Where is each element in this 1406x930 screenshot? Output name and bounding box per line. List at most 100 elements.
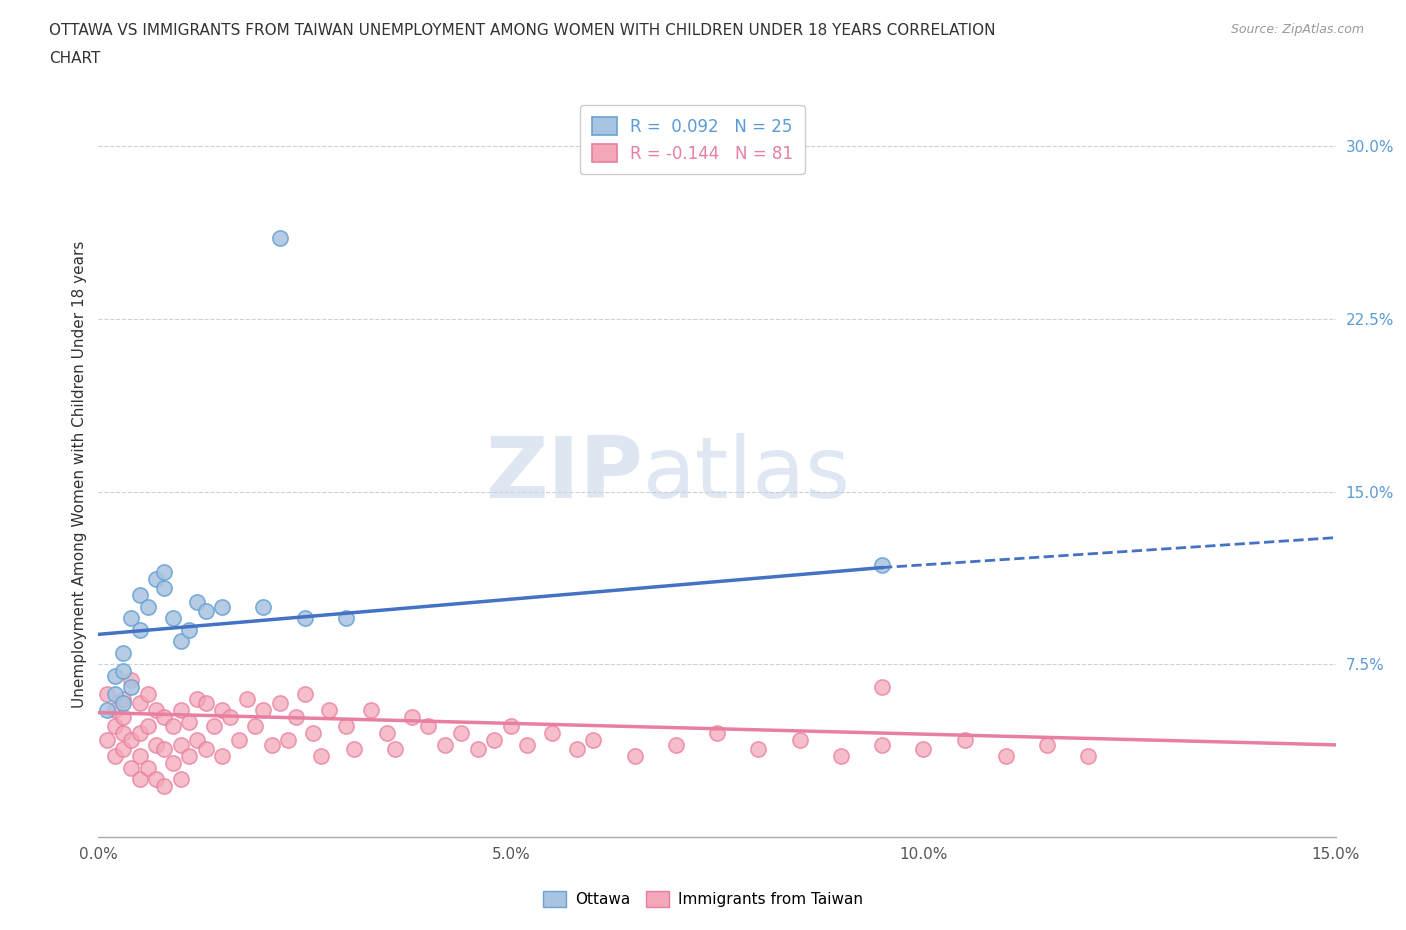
Point	[219, 710, 242, 724]
Point	[112, 742, 135, 757]
Point	[228, 733, 250, 748]
Point	[120, 680, 142, 695]
Point	[665, 737, 688, 752]
Point	[186, 733, 208, 748]
Point	[277, 733, 299, 748]
Point	[202, 719, 225, 734]
Point	[112, 726, 135, 741]
Point	[136, 719, 159, 734]
Point	[623, 749, 645, 764]
Point	[211, 599, 233, 614]
Point	[401, 710, 423, 724]
Point	[418, 719, 440, 734]
Point	[145, 572, 167, 587]
Text: Source: ZipAtlas.com: Source: ZipAtlas.com	[1230, 23, 1364, 36]
Point	[318, 703, 340, 718]
Point	[104, 749, 127, 764]
Point	[136, 686, 159, 701]
Point	[994, 749, 1017, 764]
Point	[136, 761, 159, 776]
Point	[309, 749, 332, 764]
Point	[112, 664, 135, 679]
Point	[112, 691, 135, 706]
Point	[285, 710, 308, 724]
Point	[179, 714, 201, 729]
Point	[582, 733, 605, 748]
Point	[211, 749, 233, 764]
Point	[153, 581, 176, 596]
Point	[375, 726, 398, 741]
Point	[194, 604, 217, 618]
Point	[269, 231, 291, 246]
Point	[294, 611, 316, 626]
Point	[128, 622, 150, 637]
Point	[953, 733, 976, 748]
Text: atlas: atlas	[643, 432, 851, 516]
Point	[335, 719, 357, 734]
Point	[104, 703, 127, 718]
Point	[179, 622, 201, 637]
Point	[128, 726, 150, 741]
Point	[128, 772, 150, 787]
Point	[96, 733, 118, 748]
Text: OTTAWA VS IMMIGRANTS FROM TAIWAN UNEMPLOYMENT AMONG WOMEN WITH CHILDREN UNDER 18: OTTAWA VS IMMIGRANTS FROM TAIWAN UNEMPLO…	[49, 23, 995, 38]
Point	[162, 756, 184, 771]
Point	[153, 742, 176, 757]
Point	[499, 719, 522, 734]
Point	[104, 686, 127, 701]
Point	[565, 742, 588, 757]
Point	[120, 673, 142, 688]
Point	[96, 703, 118, 718]
Point	[170, 772, 193, 787]
Point	[870, 737, 893, 752]
Point	[170, 737, 193, 752]
Point	[104, 719, 127, 734]
Point	[541, 726, 564, 741]
Point	[153, 565, 176, 579]
Point	[384, 742, 406, 757]
Point	[484, 733, 506, 748]
Point	[912, 742, 935, 757]
Point	[450, 726, 472, 741]
Point	[170, 703, 193, 718]
Point	[162, 719, 184, 734]
Point	[104, 669, 127, 684]
Point	[1036, 737, 1059, 752]
Point	[302, 726, 325, 741]
Point	[112, 645, 135, 660]
Point	[186, 691, 208, 706]
Point	[145, 772, 167, 787]
Point	[194, 696, 217, 711]
Point	[269, 696, 291, 711]
Point	[112, 710, 135, 724]
Point	[96, 686, 118, 701]
Point	[120, 611, 142, 626]
Text: ZIP: ZIP	[485, 432, 643, 516]
Point	[211, 703, 233, 718]
Legend: R =  0.092   N = 25, R = -0.144   N = 81: R = 0.092 N = 25, R = -0.144 N = 81	[581, 105, 804, 175]
Point	[145, 737, 167, 752]
Point	[1077, 749, 1099, 764]
Point	[335, 611, 357, 626]
Point	[236, 691, 259, 706]
Point	[433, 737, 456, 752]
Point	[360, 703, 382, 718]
Point	[136, 599, 159, 614]
Point	[467, 742, 489, 757]
Point	[170, 634, 193, 649]
Text: CHART: CHART	[49, 51, 101, 66]
Point	[145, 703, 167, 718]
Point	[252, 703, 274, 718]
Legend: Ottawa, Immigrants from Taiwan: Ottawa, Immigrants from Taiwan	[537, 884, 869, 913]
Point	[162, 611, 184, 626]
Point	[243, 719, 266, 734]
Point	[153, 779, 176, 794]
Point	[128, 749, 150, 764]
Point	[789, 733, 811, 748]
Point	[153, 710, 176, 724]
Point	[179, 749, 201, 764]
Point	[706, 726, 728, 741]
Point	[186, 594, 208, 609]
Point	[194, 742, 217, 757]
Point	[747, 742, 769, 757]
